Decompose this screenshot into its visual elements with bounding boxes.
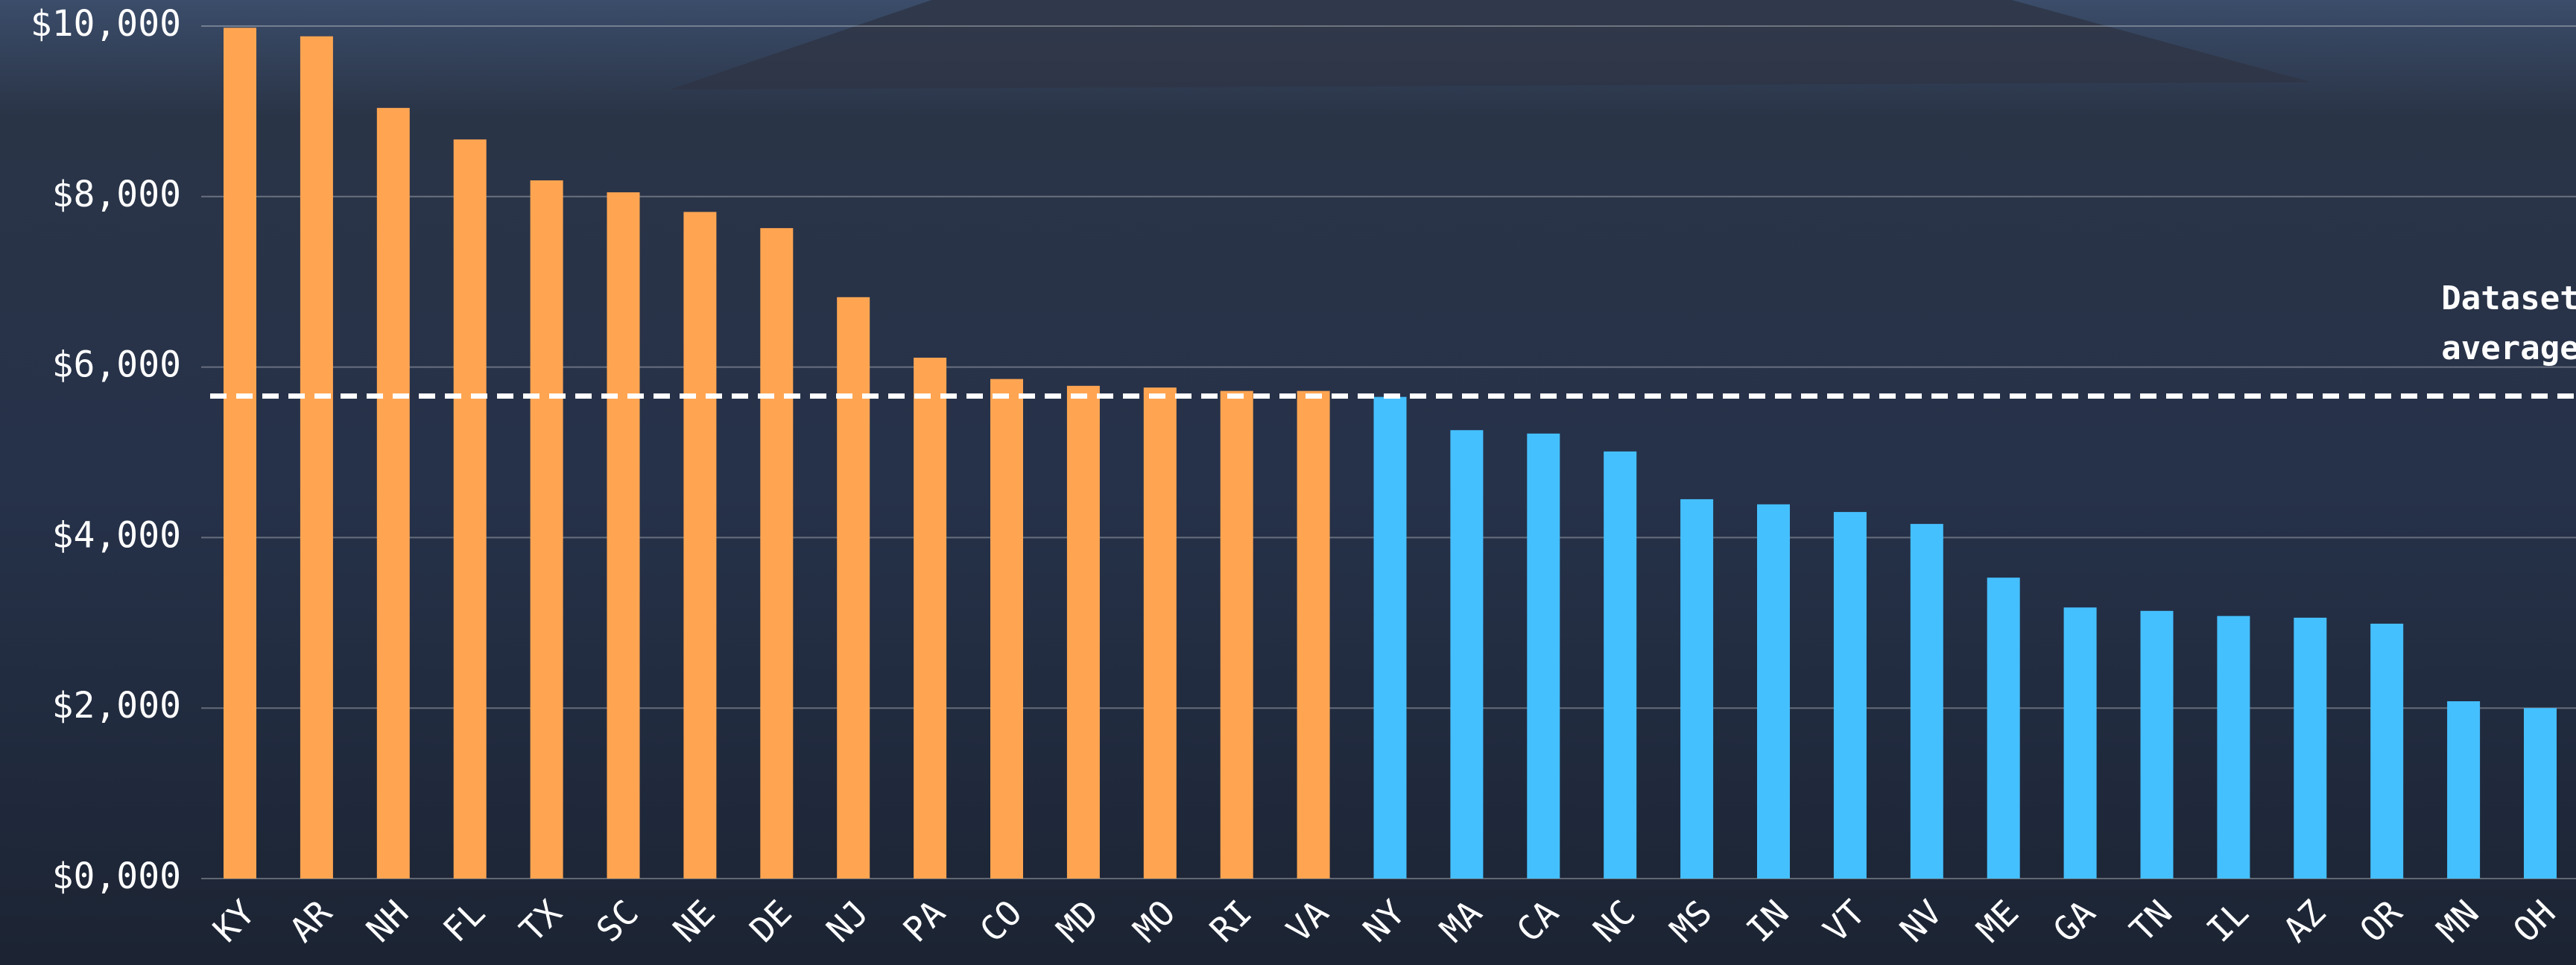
y-tick-label: $2,000	[52, 685, 181, 727]
bar	[1604, 451, 1637, 879]
bar	[2447, 701, 2481, 879]
bar	[1220, 390, 1253, 879]
bar	[607, 192, 640, 879]
bar	[2140, 610, 2174, 879]
average-annotation: Dataset	[2441, 279, 2576, 317]
bar	[2217, 616, 2250, 879]
bar	[1143, 387, 1177, 879]
bar	[2294, 617, 2327, 879]
bar	[1910, 524, 1943, 879]
bar	[1680, 499, 1714, 879]
bar	[990, 379, 1023, 879]
bar	[2524, 708, 2557, 879]
y-tick-label: $4,000	[52, 514, 181, 556]
bar	[1527, 433, 1560, 879]
y-tick-label: $6,000	[52, 344, 181, 386]
bar	[760, 228, 794, 879]
bar	[1757, 504, 1790, 879]
bar	[837, 297, 870, 879]
bar	[300, 36, 333, 879]
y-tick-label: $8,000	[52, 174, 181, 215]
bar	[2370, 623, 2404, 879]
bar	[1373, 396, 1407, 879]
bar	[914, 358, 947, 879]
bar	[2063, 607, 2097, 879]
bar	[1833, 512, 1867, 879]
bar	[376, 107, 410, 879]
bar	[453, 139, 487, 879]
average-annotation: average	[2441, 329, 2576, 367]
bar	[1297, 390, 1330, 879]
bar	[683, 212, 717, 879]
bar	[1450, 430, 1484, 879]
bar	[1987, 578, 2020, 879]
y-tick-label: $10,000	[31, 3, 181, 45]
bar	[530, 180, 563, 879]
background-mountain	[671, 0, 2310, 89]
y-tick-label: $0,000	[52, 855, 181, 897]
bar	[224, 28, 256, 879]
bar	[1066, 385, 1100, 879]
